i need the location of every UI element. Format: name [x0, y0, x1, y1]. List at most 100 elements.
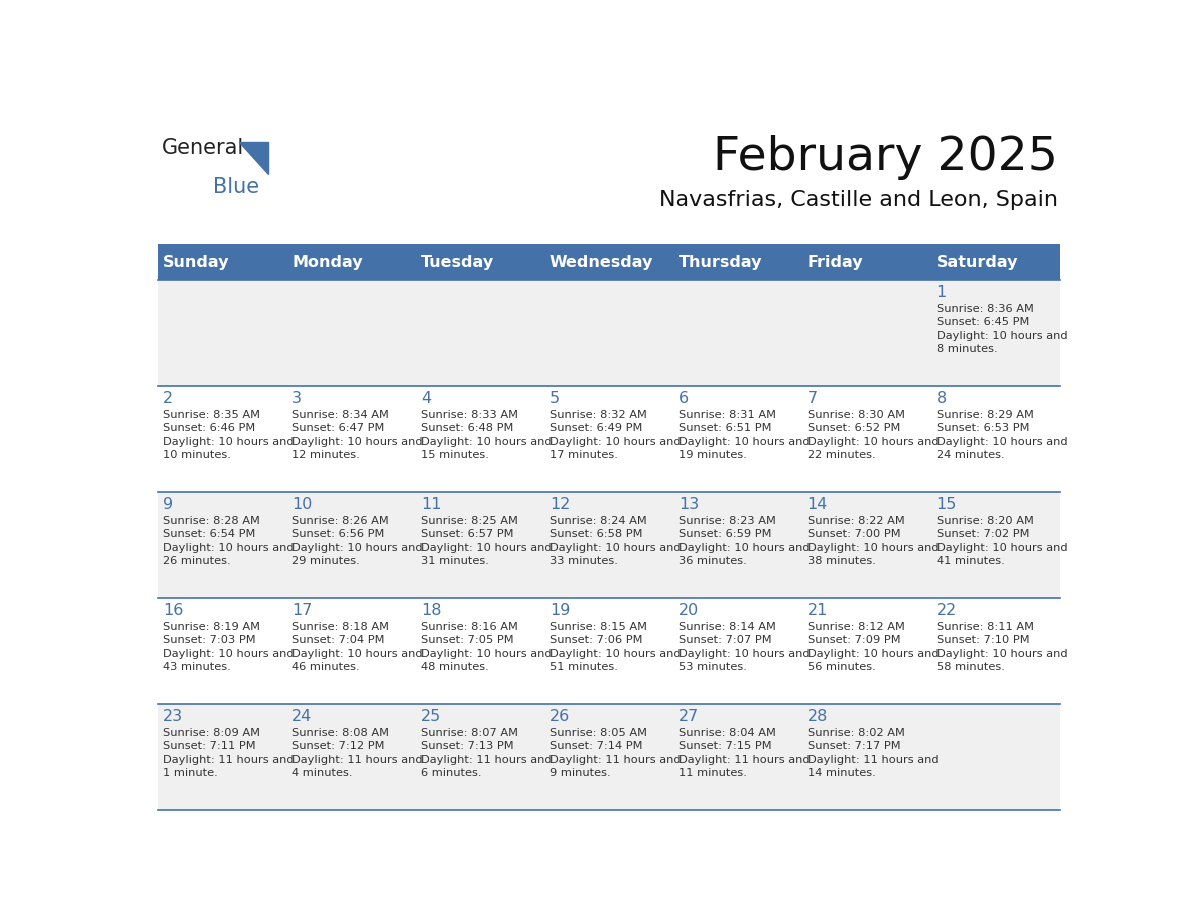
Text: 26: 26	[550, 709, 570, 724]
Text: Sunrise: 8:09 AM: Sunrise: 8:09 AM	[163, 728, 260, 738]
Text: Sunrise: 8:24 AM: Sunrise: 8:24 AM	[550, 516, 646, 526]
Text: Sunset: 6:45 PM: Sunset: 6:45 PM	[936, 318, 1029, 328]
Text: 11: 11	[421, 497, 442, 512]
Text: Sunday: Sunday	[163, 254, 229, 270]
Bar	[544, 244, 674, 280]
Text: Sunrise: 8:25 AM: Sunrise: 8:25 AM	[421, 516, 518, 526]
Text: Daylight: 10 hours and: Daylight: 10 hours and	[550, 649, 681, 659]
Text: 12: 12	[550, 497, 570, 512]
Text: Daylight: 10 hours and: Daylight: 10 hours and	[678, 649, 809, 659]
Text: Sunrise: 8:28 AM: Sunrise: 8:28 AM	[163, 516, 260, 526]
Text: Sunrise: 8:32 AM: Sunrise: 8:32 AM	[550, 409, 646, 420]
Text: 9 minutes.: 9 minutes.	[550, 768, 611, 778]
Text: 28: 28	[808, 709, 828, 724]
Text: 24: 24	[292, 709, 312, 724]
Text: Sunset: 7:17 PM: Sunset: 7:17 PM	[808, 742, 901, 752]
Text: Sunrise: 8:26 AM: Sunrise: 8:26 AM	[292, 516, 388, 526]
Text: Sunrise: 8:19 AM: Sunrise: 8:19 AM	[163, 621, 260, 632]
Bar	[158, 704, 1060, 810]
Text: Sunset: 6:53 PM: Sunset: 6:53 PM	[936, 423, 1029, 433]
Text: 5: 5	[550, 391, 560, 406]
Text: 17: 17	[292, 603, 312, 618]
Polygon shape	[239, 142, 268, 174]
Text: Sunset: 6:58 PM: Sunset: 6:58 PM	[550, 530, 643, 540]
Text: Sunset: 6:46 PM: Sunset: 6:46 PM	[163, 423, 255, 433]
Text: Daylight: 10 hours and: Daylight: 10 hours and	[936, 649, 1067, 659]
Text: 51 minutes.: 51 minutes.	[550, 662, 618, 672]
Text: 21: 21	[808, 603, 828, 618]
Text: Daylight: 11 hours and: Daylight: 11 hours and	[808, 755, 939, 765]
Text: Daylight: 10 hours and: Daylight: 10 hours and	[292, 437, 423, 447]
Bar	[286, 244, 416, 280]
Text: Sunrise: 8:08 AM: Sunrise: 8:08 AM	[292, 728, 390, 738]
Text: Sunset: 6:49 PM: Sunset: 6:49 PM	[550, 423, 643, 433]
Text: Sunrise: 8:11 AM: Sunrise: 8:11 AM	[936, 621, 1034, 632]
Text: Sunset: 7:13 PM: Sunset: 7:13 PM	[421, 742, 513, 752]
Text: Daylight: 10 hours and: Daylight: 10 hours and	[808, 543, 939, 553]
Text: 24 minutes.: 24 minutes.	[936, 450, 1004, 460]
Text: 2: 2	[163, 391, 173, 406]
Text: 10 minutes.: 10 minutes.	[163, 450, 232, 460]
Bar	[158, 386, 1060, 492]
Text: Sunrise: 8:05 AM: Sunrise: 8:05 AM	[550, 728, 647, 738]
Text: 19: 19	[550, 603, 570, 618]
Text: Sunset: 7:14 PM: Sunset: 7:14 PM	[550, 742, 643, 752]
Text: Sunset: 7:04 PM: Sunset: 7:04 PM	[292, 635, 385, 645]
Text: 19 minutes.: 19 minutes.	[678, 450, 747, 460]
Text: Sunset: 7:02 PM: Sunset: 7:02 PM	[936, 530, 1029, 540]
Text: 27: 27	[678, 709, 699, 724]
Text: 10: 10	[292, 497, 312, 512]
Text: Sunset: 7:15 PM: Sunset: 7:15 PM	[678, 742, 771, 752]
Text: Sunrise: 8:18 AM: Sunrise: 8:18 AM	[292, 621, 390, 632]
Text: 53 minutes.: 53 minutes.	[678, 662, 747, 672]
Text: Tuesday: Tuesday	[421, 254, 494, 270]
Text: Sunset: 6:59 PM: Sunset: 6:59 PM	[678, 530, 771, 540]
Text: Daylight: 11 hours and: Daylight: 11 hours and	[678, 755, 809, 765]
Text: Daylight: 10 hours and: Daylight: 10 hours and	[550, 437, 681, 447]
Bar	[416, 244, 544, 280]
Text: 1: 1	[936, 285, 947, 300]
Bar	[802, 244, 931, 280]
Text: Sunrise: 8:33 AM: Sunrise: 8:33 AM	[421, 409, 518, 420]
Text: Sunrise: 8:29 AM: Sunrise: 8:29 AM	[936, 409, 1034, 420]
Text: Sunset: 7:00 PM: Sunset: 7:00 PM	[808, 530, 901, 540]
Text: Sunrise: 8:23 AM: Sunrise: 8:23 AM	[678, 516, 776, 526]
Text: 36 minutes.: 36 minutes.	[678, 556, 746, 566]
Text: Sunrise: 8:15 AM: Sunrise: 8:15 AM	[550, 621, 647, 632]
Bar	[158, 492, 1060, 598]
Text: Sunset: 7:12 PM: Sunset: 7:12 PM	[292, 742, 385, 752]
Text: Sunset: 7:10 PM: Sunset: 7:10 PM	[936, 635, 1029, 645]
Text: Daylight: 10 hours and: Daylight: 10 hours and	[936, 330, 1067, 341]
Text: 11 minutes.: 11 minutes.	[678, 768, 747, 778]
Text: 7: 7	[808, 391, 817, 406]
Text: Daylight: 10 hours and: Daylight: 10 hours and	[808, 649, 939, 659]
Text: 46 minutes.: 46 minutes.	[292, 662, 360, 672]
Text: 43 minutes.: 43 minutes.	[163, 662, 230, 672]
Text: 17 minutes.: 17 minutes.	[550, 450, 618, 460]
Text: 29 minutes.: 29 minutes.	[292, 556, 360, 566]
Text: Sunset: 7:07 PM: Sunset: 7:07 PM	[678, 635, 771, 645]
Text: Daylight: 11 hours and: Daylight: 11 hours and	[421, 755, 551, 765]
Text: Daylight: 10 hours and: Daylight: 10 hours and	[550, 543, 681, 553]
Text: Sunset: 6:48 PM: Sunset: 6:48 PM	[421, 423, 513, 433]
Text: 41 minutes.: 41 minutes.	[936, 556, 1004, 566]
Text: Daylight: 10 hours and: Daylight: 10 hours and	[421, 649, 551, 659]
Text: Sunset: 6:56 PM: Sunset: 6:56 PM	[292, 530, 385, 540]
Text: 33 minutes.: 33 minutes.	[550, 556, 618, 566]
Text: 6 minutes.: 6 minutes.	[421, 768, 481, 778]
Text: Sunrise: 8:22 AM: Sunrise: 8:22 AM	[808, 516, 904, 526]
Bar	[158, 598, 1060, 704]
Text: Sunset: 7:03 PM: Sunset: 7:03 PM	[163, 635, 255, 645]
Text: Daylight: 10 hours and: Daylight: 10 hours and	[808, 437, 939, 447]
Text: 56 minutes.: 56 minutes.	[808, 662, 876, 672]
Text: Sunrise: 8:31 AM: Sunrise: 8:31 AM	[678, 409, 776, 420]
Text: 16: 16	[163, 603, 184, 618]
Text: Saturday: Saturday	[936, 254, 1018, 270]
Text: Sunrise: 8:34 AM: Sunrise: 8:34 AM	[292, 409, 388, 420]
Text: Daylight: 10 hours and: Daylight: 10 hours and	[421, 437, 551, 447]
Text: 3: 3	[292, 391, 302, 406]
Bar	[931, 244, 1060, 280]
Text: Daylight: 11 hours and: Daylight: 11 hours and	[163, 755, 293, 765]
Text: Sunrise: 8:20 AM: Sunrise: 8:20 AM	[936, 516, 1034, 526]
Text: Sunset: 6:52 PM: Sunset: 6:52 PM	[808, 423, 901, 433]
